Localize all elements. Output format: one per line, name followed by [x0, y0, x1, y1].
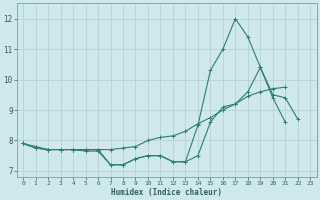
- X-axis label: Humidex (Indice chaleur): Humidex (Indice chaleur): [111, 188, 222, 197]
